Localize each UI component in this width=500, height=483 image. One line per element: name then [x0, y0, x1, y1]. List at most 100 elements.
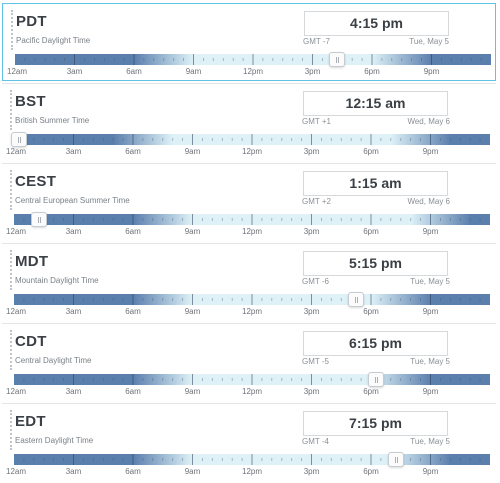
timezone-row: BST British Summer Time 12:15 am GMT +1 …: [2, 83, 496, 161]
hour-slider-thumb[interactable]: [387, 452, 404, 467]
hour-label: 6am: [125, 147, 141, 156]
hour-label: 3pm: [303, 307, 320, 316]
date-label: Tue, May 5: [409, 37, 449, 46]
hour-label: 6am: [125, 387, 141, 396]
hour-slider-thumb[interactable]: [10, 132, 27, 147]
hour-label: 6am: [126, 67, 142, 76]
hour-slider-thumb[interactable]: [30, 212, 47, 227]
hour-label: 9pm: [422, 147, 439, 156]
timezone-name: Pacific Daylight Time: [16, 36, 91, 45]
hour-label: 9am: [184, 227, 201, 236]
hour-label: 12am: [6, 387, 27, 396]
hour-label: 12am: [6, 227, 27, 236]
hour-label: 9pm: [422, 387, 439, 396]
hour-label: 12pm: [242, 67, 264, 76]
hour-label: 12pm: [241, 227, 263, 236]
hour-labels: 12am 3am 6am 9am 12pm 3pm 6pm 9pm: [2, 227, 496, 239]
drag-handle[interactable]: [10, 250, 12, 290]
gmt-offset: GMT +1: [302, 117, 331, 126]
time-input[interactable]: 1:15 am: [303, 171, 448, 196]
time-input[interactable]: 12:15 am: [303, 91, 448, 116]
hour-label: 9am: [184, 467, 201, 476]
timezone-abbreviation: BST: [15, 93, 46, 110]
hour-slider-track[interactable]: [14, 374, 490, 385]
hour-label: 6pm: [363, 227, 379, 236]
drag-handle[interactable]: [11, 10, 13, 50]
hour-label: 3am: [66, 67, 83, 76]
time-input[interactable]: 4:15 pm: [304, 11, 449, 36]
hour-label: 3pm: [303, 387, 320, 396]
hour-slider-track[interactable]: [15, 54, 491, 65]
timezone-name: Central European Summer Time: [15, 196, 130, 205]
slider-gradient: [14, 134, 490, 145]
hour-label: 12am: [7, 67, 28, 76]
date-label: Tue, May 5: [410, 437, 450, 446]
hour-labels: 12am 3am 6am 9am 12pm 3pm 6pm 9pm: [2, 467, 496, 479]
hour-label: 9am: [184, 387, 201, 396]
slider-gradient: [15, 54, 491, 65]
hour-label: 12am: [6, 147, 27, 156]
hour-labels: 12am 3am 6am 9am 12pm 3pm 6pm 9pm: [2, 387, 496, 399]
drag-handle[interactable]: [10, 410, 12, 450]
gmt-offset: GMT -6: [302, 277, 329, 286]
slider-gradient: [14, 454, 490, 465]
drag-handle[interactable]: [10, 170, 12, 210]
hour-label: 9pm: [422, 227, 439, 236]
timezone-name: Mountain Daylight Time: [15, 276, 99, 285]
hour-labels: 12am 3am 6am 9am 12pm 3pm 6pm 9pm: [2, 147, 496, 159]
hour-labels: 12am 3am 6am 9am 12pm 3pm 6pm 9pm: [2, 307, 496, 319]
hour-slider-track[interactable]: [14, 214, 490, 225]
gmt-offset: GMT +2: [302, 197, 331, 206]
hour-label: 9am: [184, 147, 201, 156]
hour-label: 12am: [6, 307, 27, 316]
hour-label: 6am: [125, 227, 141, 236]
date-label: Wed, May 6: [407, 197, 450, 206]
timezone-abbreviation: EDT: [15, 413, 46, 430]
hour-slider-thumb[interactable]: [329, 52, 346, 67]
hour-slider-thumb[interactable]: [348, 292, 365, 307]
hour-label: 12pm: [241, 387, 263, 396]
hour-label: 12pm: [241, 307, 263, 316]
hour-label: 3pm: [303, 467, 320, 476]
hour-label: 3pm: [304, 67, 321, 76]
hour-label: 3pm: [303, 227, 320, 236]
hour-slider-track[interactable]: [14, 134, 490, 145]
timezone-name: Eastern Daylight Time: [15, 436, 94, 445]
hour-label: 12pm: [241, 147, 263, 156]
hour-label: 6pm: [363, 387, 379, 396]
drag-handle[interactable]: [10, 330, 12, 370]
hour-label: 3pm: [303, 147, 320, 156]
hour-label: 3am: [65, 467, 82, 476]
time-input[interactable]: 7:15 pm: [303, 411, 448, 436]
timezone-row: CEST Central European Summer Time 1:15 a…: [2, 163, 496, 241]
hour-label: 6pm: [363, 307, 379, 316]
slider-gradient: [14, 374, 490, 385]
hour-label: 9pm: [422, 307, 439, 316]
date-label: Tue, May 5: [410, 357, 450, 366]
time-input[interactable]: 6:15 pm: [303, 331, 448, 356]
hour-label: 3am: [65, 147, 82, 156]
timezone-name: Central Daylight Time: [15, 356, 92, 365]
hour-label: 3am: [65, 387, 82, 396]
hour-label: 9pm: [423, 67, 440, 76]
hour-label: 6pm: [363, 467, 379, 476]
gmt-offset: GMT -7: [303, 37, 330, 46]
date-label: Tue, May 5: [410, 277, 450, 286]
hour-label: 12pm: [241, 467, 263, 476]
hour-label: 6am: [125, 467, 141, 476]
timezone-row: EDT Eastern Daylight Time 7:15 pm GMT -4…: [2, 403, 496, 481]
hour-label: 9pm: [422, 467, 439, 476]
hour-slider-track[interactable]: [14, 294, 490, 305]
timezone-row: PDT Pacific Daylight Time 4:15 pm GMT -7…: [2, 3, 496, 81]
gmt-offset: GMT -4: [302, 437, 329, 446]
hour-label: 6pm: [364, 67, 380, 76]
hour-labels: 12am 3am 6am 9am 12pm 3pm 6pm 9pm: [3, 67, 497, 79]
time-input[interactable]: 5:15 pm: [303, 251, 448, 276]
hour-slider-track[interactable]: [14, 454, 490, 465]
timezone-abbreviation: CDT: [15, 333, 47, 350]
hour-label: 3am: [65, 227, 82, 236]
hour-slider-thumb[interactable]: [367, 372, 384, 387]
hour-label: 9am: [184, 307, 201, 316]
drag-handle[interactable]: [10, 90, 12, 130]
slider-gradient: [14, 214, 490, 225]
